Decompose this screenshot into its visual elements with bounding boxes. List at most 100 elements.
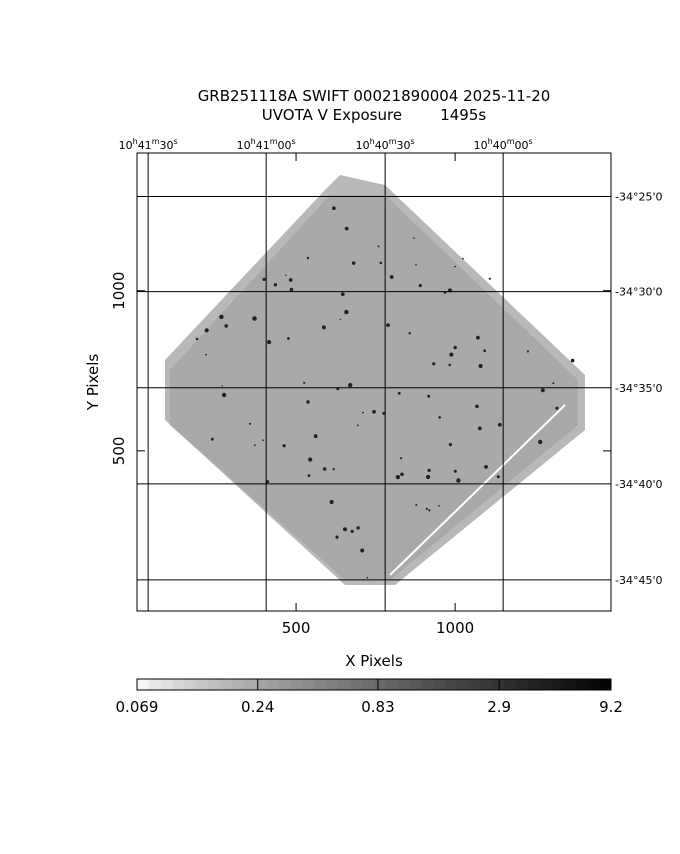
colorbar-step <box>172 679 185 690</box>
star <box>306 256 310 260</box>
colorbar-tick-label: 9.2 <box>599 698 623 716</box>
star <box>415 264 417 266</box>
x-tick-label: 1000 <box>436 619 474 637</box>
star <box>372 409 376 414</box>
colorbar-step <box>148 679 162 690</box>
colorbar-step <box>409 679 422 690</box>
star <box>538 439 543 445</box>
star <box>219 314 224 320</box>
star <box>400 457 403 460</box>
colorbar-step <box>291 679 304 690</box>
star <box>273 283 278 287</box>
star <box>478 363 483 369</box>
star <box>360 548 365 553</box>
star <box>425 507 428 510</box>
dec-tick-label: -34°45'0 <box>615 574 663 587</box>
star <box>476 335 480 340</box>
star <box>306 400 310 404</box>
star <box>308 457 313 462</box>
star <box>348 382 353 388</box>
star <box>453 469 457 473</box>
star <box>211 437 214 441</box>
star <box>224 324 228 328</box>
star <box>356 526 360 530</box>
star <box>540 388 545 393</box>
colorbar-step <box>184 679 197 690</box>
colorbar-step <box>575 679 588 690</box>
x-axis-label: X Pixels <box>345 652 403 670</box>
star <box>570 358 575 363</box>
dec-tick-label: -34°30'0 <box>615 286 663 299</box>
star <box>351 261 356 265</box>
colorbar-step <box>433 679 446 690</box>
star <box>428 509 431 512</box>
star <box>415 504 418 506</box>
star <box>288 278 293 282</box>
star <box>386 323 390 327</box>
star <box>344 309 349 315</box>
star <box>289 287 294 292</box>
colorbar-step <box>551 679 565 690</box>
star <box>426 474 431 480</box>
star <box>332 206 336 210</box>
star <box>408 332 411 335</box>
star <box>377 245 380 248</box>
colorbar-step <box>160 679 174 690</box>
star <box>252 316 257 321</box>
star <box>432 362 436 366</box>
colorbar-step <box>243 679 256 690</box>
star <box>448 363 452 367</box>
colorbar-step <box>255 679 268 690</box>
star <box>313 434 318 439</box>
y-axis-label: Y Pixels <box>84 354 102 412</box>
star <box>496 475 500 479</box>
colorbar-step <box>231 679 245 690</box>
colorbar-step <box>456 679 470 690</box>
colorbar-step <box>480 679 493 690</box>
star <box>253 444 256 447</box>
star <box>438 504 440 507</box>
colorbar-step <box>302 679 316 690</box>
star <box>205 353 208 356</box>
star <box>195 337 199 341</box>
colorbar-step <box>267 679 280 690</box>
colorbar-step <box>397 679 411 690</box>
colorbar-step <box>599 679 612 690</box>
star <box>321 325 326 330</box>
star <box>453 345 457 350</box>
star <box>221 392 227 398</box>
ra-tick-label: 10h41m30s <box>119 137 178 152</box>
colorbar-step <box>326 679 339 690</box>
star <box>497 422 502 427</box>
star <box>400 472 404 477</box>
star <box>488 277 491 280</box>
colorbar-step <box>539 679 553 690</box>
star <box>303 381 306 384</box>
star <box>204 328 209 333</box>
star <box>221 385 223 387</box>
star <box>454 265 456 268</box>
x-tick-label: 500 <box>282 619 311 637</box>
star <box>287 337 290 340</box>
dec-tick-label: -34°25'0 <box>615 191 663 204</box>
satellite-trail <box>389 404 566 576</box>
colorbar-step <box>563 679 576 690</box>
title: GRB251118A SWIFT 00021890004 2025-11-20 <box>198 87 551 105</box>
star <box>389 275 394 279</box>
colorbar-step <box>421 679 434 690</box>
star <box>285 274 287 276</box>
star <box>266 480 270 484</box>
colorbar-step <box>208 679 221 690</box>
ra-tick-label: 10h41m00s <box>237 137 296 152</box>
star <box>438 416 442 419</box>
star <box>526 350 530 353</box>
colorbar-step <box>385 679 399 690</box>
star <box>335 535 339 539</box>
star <box>448 443 452 447</box>
colorbar-step <box>279 679 292 690</box>
colorbar-step <box>219 679 233 690</box>
star <box>477 426 482 431</box>
dec-tick-label: -34°40'0 <box>615 478 663 491</box>
star <box>483 349 487 353</box>
star <box>366 576 369 579</box>
